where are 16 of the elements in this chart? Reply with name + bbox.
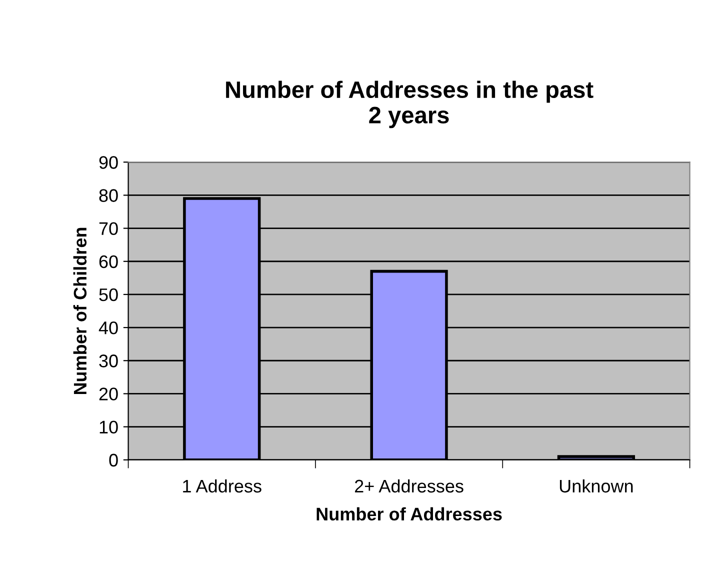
chart-title: Number of Addresses in the past 2 years — [226, 80, 594, 128]
y-tick-label: 10 — [100, 420, 118, 434]
y-tick-label: 50 — [99, 288, 118, 302]
x-tick-label: 1 Address — [183, 479, 262, 493]
y-tick-label: 30 — [99, 354, 118, 368]
y-tick-label: 80 — [99, 189, 118, 202]
y-axis-title: Number of Children — [73, 228, 87, 394]
y-tick-label: 20 — [99, 388, 118, 400]
y-tick-label: 90 — [99, 156, 118, 169]
x-tick-label: Unknown — [560, 479, 633, 493]
y-tick-label: 60 — [99, 255, 118, 268]
x-axis-title: Number of Addresses — [316, 507, 502, 521]
y-tick-label: 0 — [109, 454, 118, 467]
y-tick-label: 40 — [98, 321, 118, 334]
y-tick-label: 70 — [99, 222, 118, 236]
x-tick-label: 2+ Addresses — [354, 479, 464, 493]
